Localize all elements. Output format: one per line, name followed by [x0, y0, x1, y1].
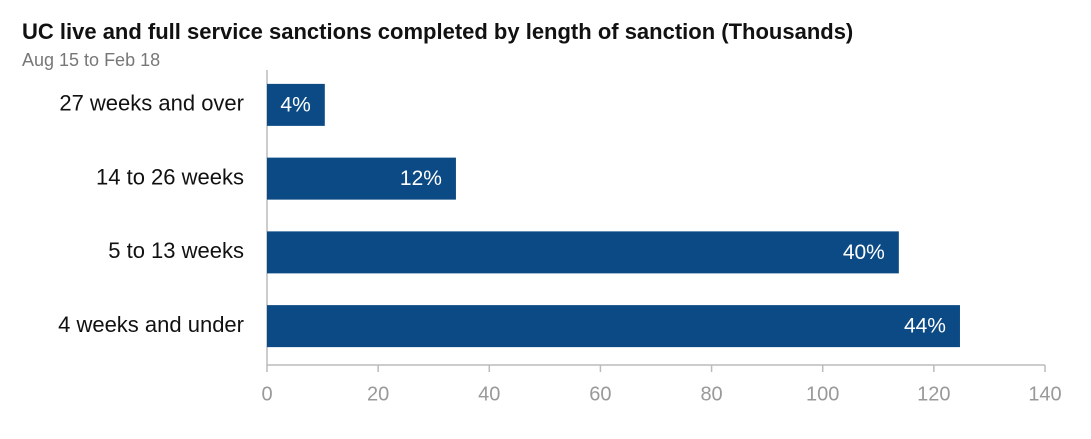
y-tick-label: 5 to 13 weeks: [108, 238, 244, 263]
x-tick-label: 100: [806, 383, 839, 405]
x-tick-label: 140: [1028, 383, 1061, 405]
bar: [267, 231, 899, 274]
y-tick-label: 14 to 26 weeks: [96, 164, 244, 189]
x-tick-label: 40: [478, 383, 500, 405]
bar: [267, 305, 960, 348]
x-tick-label: 60: [589, 383, 611, 405]
y-tick-label: 27 weeks and over: [59, 91, 244, 116]
x-tick-label: 20: [367, 383, 389, 405]
value-label: 12%: [400, 167, 442, 190]
x-tick-label: 80: [700, 383, 722, 405]
x-tick-label: 0: [261, 383, 272, 405]
value-label: 4%: [280, 93, 310, 116]
y-tick-label: 4 weeks and under: [58, 312, 244, 337]
bar: [267, 83, 325, 126]
chart-title: UC live and full service sanctions compl…: [22, 19, 853, 44]
chart-subtitle: Aug 15 to Feb 18: [22, 50, 160, 70]
value-label: 44%: [904, 315, 946, 338]
x-tick-label: 120: [917, 383, 950, 405]
value-label: 40%: [843, 241, 885, 264]
bar: [267, 157, 456, 200]
